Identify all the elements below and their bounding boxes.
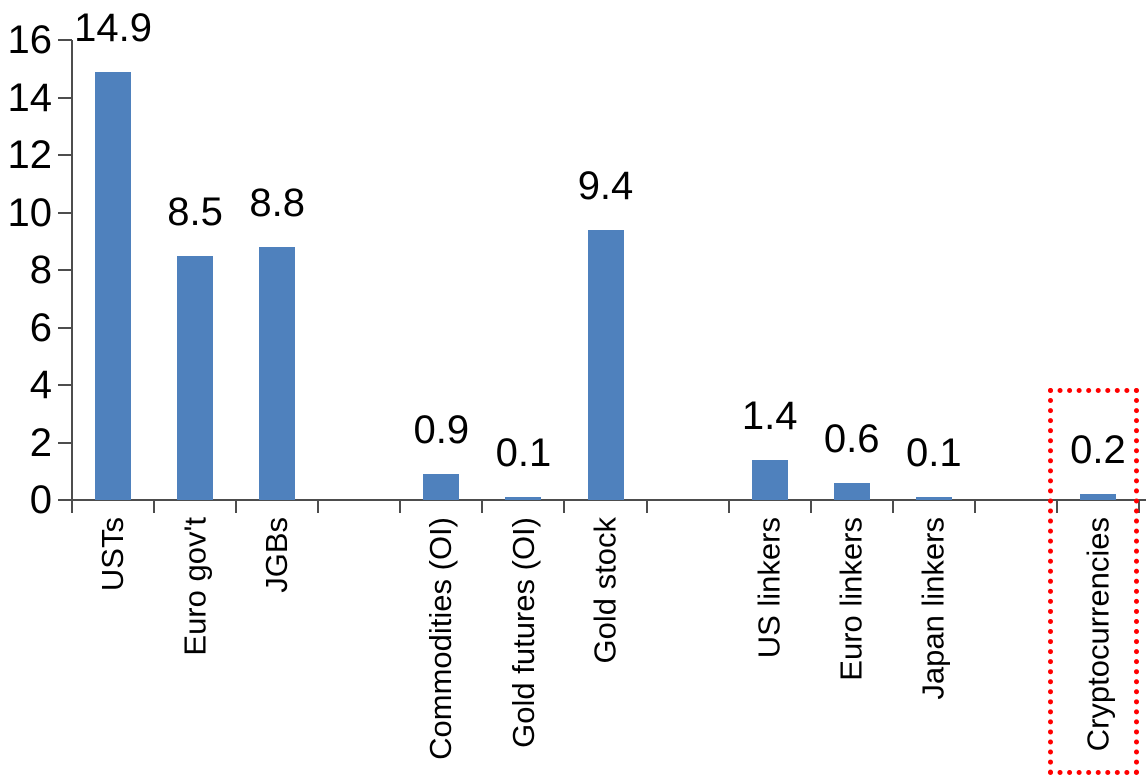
bar-us-linkers — [751, 459, 788, 500]
data-label: 8.8 — [249, 181, 305, 225]
x-axis-tick — [71, 500, 73, 513]
y-axis-tick — [58, 154, 72, 156]
data-label: 0.6 — [823, 416, 880, 461]
y-axis-tick-label: 6 — [29, 305, 52, 350]
bar-euro-linkers — [833, 482, 870, 500]
y-axis-tick — [58, 211, 72, 214]
y-axis-tick — [58, 39, 72, 41]
x-axis-tick — [1138, 500, 1140, 513]
bar-japan-linkers — [915, 497, 952, 500]
y-axis-tick-label: 12 — [7, 133, 53, 177]
x-axis-tick — [399, 500, 402, 513]
y-axis-tick — [58, 441, 72, 444]
bar-jgbs — [259, 247, 296, 500]
x-axis-tick — [891, 500, 894, 513]
category-label: Japan linkers — [915, 517, 951, 700]
y-axis-tick — [58, 499, 72, 501]
x-axis-tick — [973, 500, 976, 513]
data-label: 1.4 — [741, 393, 798, 438]
highlight-box — [1047, 388, 1139, 775]
y-axis-line — [71, 40, 73, 500]
category-label: USTs — [95, 517, 131, 592]
x-axis-tick — [1055, 500, 1058, 513]
data-label: 0.1 — [905, 431, 962, 476]
y-axis-tick-label: 10 — [7, 190, 53, 235]
y-axis-tick — [58, 326, 72, 329]
category-label: Euro linkers — [833, 517, 869, 681]
x-axis-tick — [563, 500, 566, 513]
x-axis-tick — [481, 500, 484, 513]
y-axis-tick — [58, 384, 72, 386]
x-axis-tick — [317, 500, 320, 513]
data-label: 9.4 — [577, 163, 634, 208]
x-axis-tick — [809, 500, 812, 513]
y-axis-tick-label: 14 — [7, 75, 53, 120]
bar-usts — [95, 71, 132, 500]
y-axis-tick — [58, 269, 72, 271]
category-label: Gold stock — [587, 517, 623, 664]
category-label: Gold futures (OI) — [505, 517, 541, 748]
category-label: US linkers — [751, 517, 787, 659]
data-label: 14.9 — [74, 5, 152, 50]
data-label: 8.5 — [167, 189, 223, 234]
category-label: Euro gov't — [177, 517, 213, 656]
y-axis-tick — [58, 96, 72, 99]
y-axis-tick-label: 0 — [29, 478, 52, 522]
x-axis-tick — [727, 500, 730, 513]
data-label: 0.9 — [413, 408, 470, 453]
y-axis-tick-label: 2 — [29, 420, 52, 465]
bar-gold-stock — [587, 229, 624, 500]
bar-commodities-oi — [423, 474, 460, 500]
y-axis-tick-label: 16 — [7, 18, 53, 62]
category-label: JGBs — [259, 517, 295, 593]
bar-euro-gov-t — [177, 255, 214, 500]
x-axis-tick — [645, 500, 648, 513]
bar-gold-futures-oi — [505, 497, 542, 500]
data-label: 0.2 — [1070, 428, 1126, 473]
x-axis-line — [58, 499, 1146, 501]
bar-cryptocurrencies — [1079, 494, 1116, 500]
data-label: 0.1 — [495, 431, 552, 476]
y-axis-tick-label: 8 — [29, 248, 52, 292]
category-label: Commodities (OI) — [423, 517, 459, 760]
x-axis-tick — [235, 500, 238, 513]
y-axis-tick-label: 4 — [29, 363, 52, 407]
x-axis-tick — [153, 500, 156, 513]
